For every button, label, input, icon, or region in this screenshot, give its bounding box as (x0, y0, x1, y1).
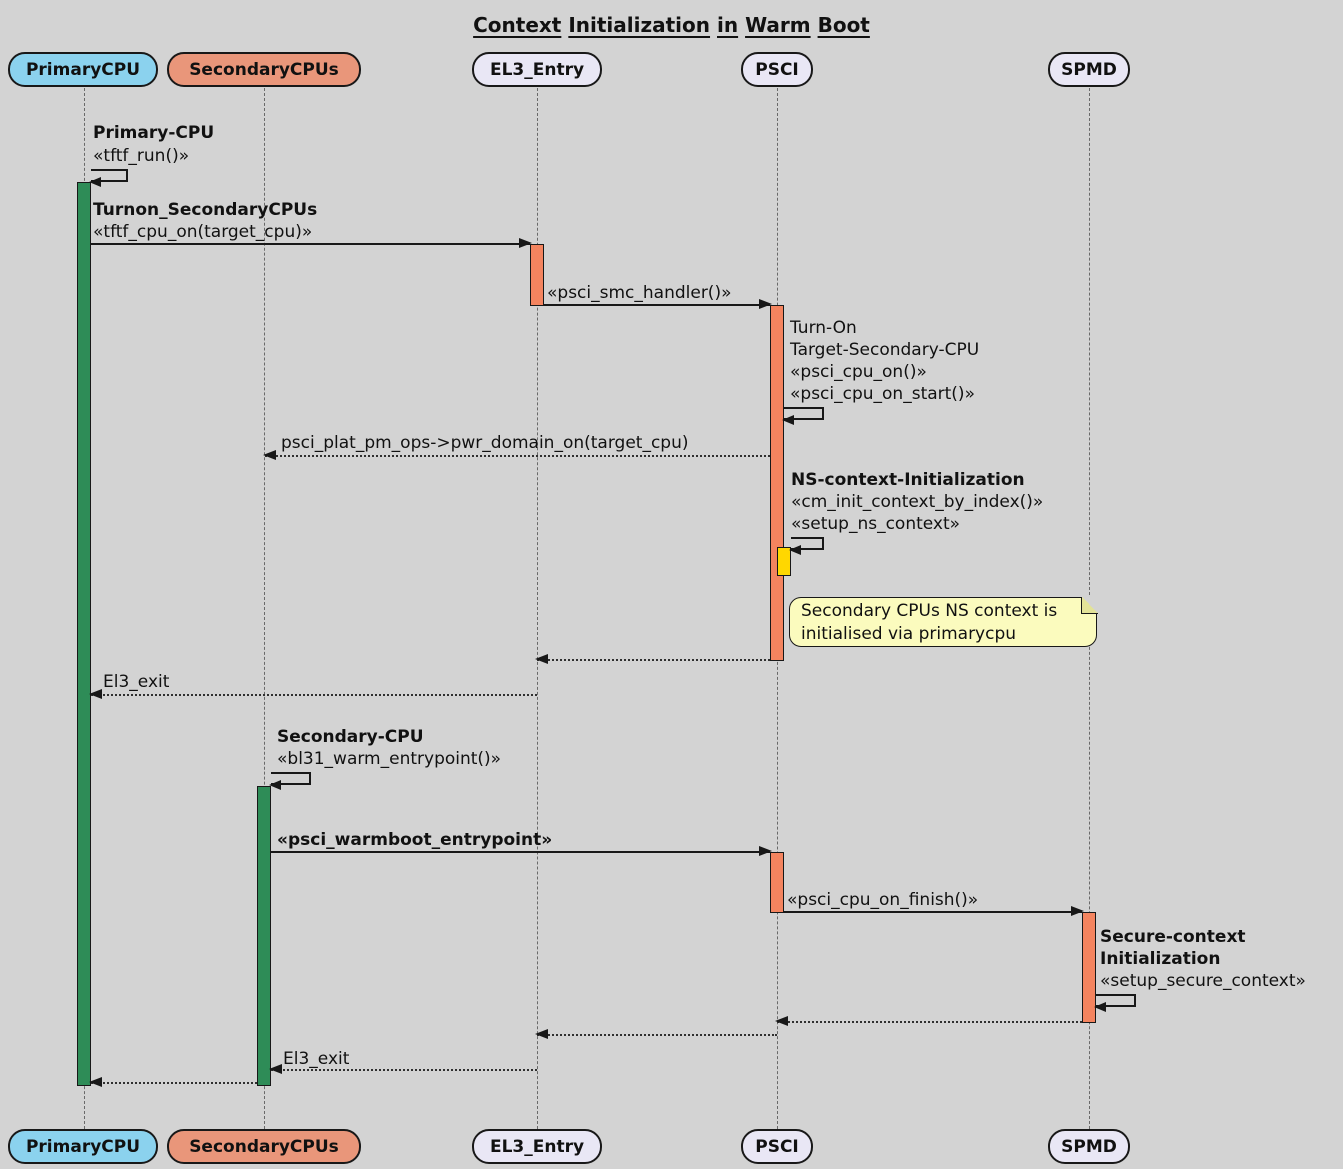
arrowhead-icon (1071, 906, 1084, 916)
arrowhead-icon (535, 1029, 548, 1039)
activation-psci-nested (777, 547, 791, 576)
participant-label: PrimaryCPU (25, 1136, 141, 1157)
arrowhead-icon (89, 1077, 102, 1087)
self-arrow-setup-ns-context (789, 537, 824, 555)
msg-warm-entry-label: «bl31_warm_entrypoint()» (277, 749, 502, 769)
arrowhead-icon (269, 780, 281, 790)
participant-el3-entry-bottom: EL3_Entry (472, 1129, 602, 1164)
self-arrow-bl31-warm-entrypoint (269, 772, 311, 790)
participant-psci-bottom: PSCI (741, 1129, 813, 1164)
activation-el3-entry (530, 244, 544, 306)
arrowhead-icon (1094, 1002, 1106, 1012)
self-arrow-psci-cpu-on (782, 407, 824, 425)
arrowhead-icon (782, 415, 794, 425)
msg-turn-on-line1: Turn-On (790, 318, 857, 338)
arrowhead-icon (535, 654, 548, 664)
self-arrow-setup-secure-context (1094, 994, 1136, 1012)
arrowhead-icon (89, 177, 101, 187)
msg-turnon-title: Turnon_SecondaryCPUs (93, 200, 318, 220)
msg-warmboot-label: «psci_warmboot_entrypoint» (277, 830, 553, 850)
participant-label: SecondaryCPUs (189, 1136, 339, 1157)
msg-turnon-label: «tftf_cpu_on(target_cpu)» (93, 222, 313, 242)
msg-turn-on-line4: «psci_cpu_on_start()» (790, 384, 975, 404)
arrowhead-icon (789, 545, 801, 555)
msg-secure-context-label: «setup_secure_context» (1100, 971, 1306, 991)
arrow-el3-exit-primary (89, 689, 537, 699)
participant-primarycpu-top: PrimaryCPU (8, 52, 158, 87)
arrow-pwr-domain-on (263, 450, 770, 460)
arrowhead-icon (759, 299, 772, 309)
arrow-tftf-cpu-on (91, 238, 532, 248)
participant-label: EL3_Entry (489, 59, 585, 80)
note-ns-context: Secondary CPUs NS context is initialised… (789, 596, 1098, 647)
lifeline-el3-entry (537, 88, 538, 1129)
participant-secondarycpus-bottom: SecondaryCPUs (167, 1129, 361, 1164)
activation-psci-2 (770, 852, 784, 913)
msg-tftf-run-label: «tftf_run()» (93, 146, 190, 166)
activation-spmd (1082, 912, 1096, 1023)
msg-secure-context-title2: Initialization (1100, 949, 1221, 969)
msg-ns-context-line2: «setup_ns_context» (791, 514, 961, 534)
activation-primarycpu (77, 182, 91, 1086)
msg-secure-context-title1: Secure-context (1100, 927, 1246, 947)
arrow-return-spmd-psci (775, 1016, 1082, 1026)
arrowhead-icon (269, 1064, 282, 1074)
participant-label: SPMD (1061, 1136, 1117, 1157)
msg-ns-context-line1: «cm_init_context_by_index()» (791, 492, 1044, 512)
participant-spmd-bottom: SPMD (1048, 1129, 1130, 1164)
msg-warm-entry-title: Secondary-CPU (277, 727, 424, 747)
arrowhead-icon (263, 450, 276, 460)
msg-el3-exit-primary-label: El3_exit (103, 672, 170, 692)
arrow-psci-cpu-on-finish (784, 906, 1084, 916)
participant-secondarycpus-top: SecondaryCPUs (167, 52, 361, 87)
participant-primarycpu-bottom: PrimaryCPU (8, 1129, 158, 1164)
participant-label: SecondaryCPUs (189, 59, 339, 80)
participant-psci-top: PSCI (741, 52, 813, 87)
participant-label: SPMD (1061, 59, 1117, 80)
lifeline-secondarycpus (264, 88, 265, 1129)
note-line2: initialised via primarycpu (801, 624, 1017, 644)
arrowhead-icon (519, 238, 532, 248)
arrowhead-icon (89, 689, 102, 699)
note-fold-icon (1080, 596, 1098, 614)
participant-label: EL3_Entry (489, 1136, 585, 1157)
msg-el3-exit-secondary-label: El3_exit (283, 1049, 350, 1069)
msg-turn-on-block: Turn-On Target-Secondary-CPU «psci_cpu_o… (790, 317, 979, 405)
msg-ns-context-title: NS-context-Initialization (791, 470, 1025, 490)
msg-ns-context-block: NS-context-Initialization «cm_init_conte… (791, 469, 1043, 535)
msg-pwr-domain-on-label: psci_plat_pm_ops->pwr_domain_on(target_c… (281, 433, 689, 453)
activation-psci-1 (770, 305, 784, 661)
msg-turn-on-line2: Target-Secondary-CPU (790, 340, 980, 360)
arrow-return-secondary-primary (89, 1077, 257, 1087)
arrow-return-psci-el3-2 (535, 1029, 777, 1039)
msg-smc-handler-label: «psci_smc_handler()» (547, 283, 732, 303)
msg-turn-on-line3: «psci_cpu_on()» (790, 362, 927, 382)
participant-label: PrimaryCPU (25, 59, 141, 80)
self-arrow-tftf-run (89, 169, 128, 187)
arrow-el3-exit-secondary (269, 1064, 537, 1074)
participant-el3-entry-top: EL3_Entry (472, 52, 602, 87)
arrowhead-icon (775, 1016, 788, 1026)
activation-secondarycpus (257, 786, 271, 1086)
participant-label: PSCI (755, 59, 799, 80)
arrow-return-psci-el3 (535, 654, 770, 664)
arrow-psci-warmboot-entrypoint (271, 846, 772, 856)
msg-tftf-run-title: Primary-CPU (93, 123, 215, 143)
participant-label: PSCI (755, 1136, 799, 1157)
note-line1: Secondary CPUs NS context is (801, 601, 1058, 621)
diagram-title: Context Initialization in Warm Boot (473, 13, 870, 37)
msg-secure-context-block: Secure-context Initialization «setup_sec… (1100, 926, 1306, 992)
arrowhead-icon (759, 846, 772, 856)
msg-cpu-on-finish-label: «psci_cpu_on_finish()» (787, 890, 979, 910)
participant-spmd-top: SPMD (1048, 52, 1130, 87)
arrow-psci-smc-handler (544, 299, 772, 309)
